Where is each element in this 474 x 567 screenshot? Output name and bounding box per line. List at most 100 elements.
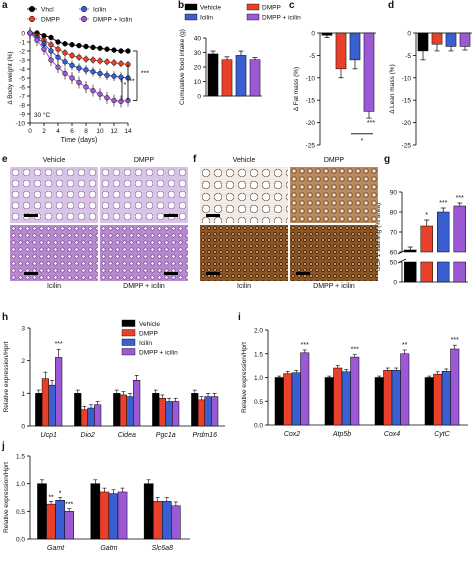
data-point <box>111 47 117 53</box>
bar-0 <box>417 32 429 52</box>
data-point <box>76 65 82 71</box>
bar <box>162 501 172 540</box>
bar-1 <box>221 59 233 97</box>
bar <box>204 396 212 427</box>
y-tick-label: 0 <box>21 424 25 431</box>
x-category-label: Cidea <box>118 432 136 439</box>
temperature-annotation: 30 °C <box>34 111 51 119</box>
y-axis-label: UCP1 staining (% area) <box>375 203 382 271</box>
bar <box>94 404 102 427</box>
label-combo-f: DMPP + icilin <box>313 283 355 290</box>
y-tick-label: -15 <box>402 98 412 105</box>
bar <box>441 371 451 426</box>
panel-letter-c: c <box>289 0 295 11</box>
bar <box>158 397 166 427</box>
bar <box>341 371 351 426</box>
y-tick-label: -7 <box>19 94 25 101</box>
bar <box>48 384 56 427</box>
data-point <box>111 60 117 66</box>
legend-label: DMPP <box>139 331 158 338</box>
y-tick-label: 30 <box>194 50 202 57</box>
y-tick-label: -20 <box>306 120 316 127</box>
panel-letter-d: d <box>388 0 395 11</box>
x-tick-label: 2 <box>42 128 46 135</box>
data-point <box>97 91 103 97</box>
y-axis-label: Δ Lean mass (%) <box>389 64 396 114</box>
bar <box>99 491 110 540</box>
scale-bar <box>24 272 38 275</box>
micrograph-f-dmpp <box>290 167 378 223</box>
legend-label: Vhcl <box>41 7 54 14</box>
bar-0 <box>207 53 219 97</box>
legend-label: Icilin <box>139 340 152 347</box>
data-point <box>48 48 54 54</box>
data-point <box>97 45 103 51</box>
label-dmpp-f: DMPP <box>323 157 345 164</box>
scale-bar <box>296 272 310 275</box>
legend-label: Vehicle <box>200 5 221 12</box>
legend-label: Icilin <box>200 15 213 22</box>
significance-marker: *** <box>141 70 149 77</box>
bar <box>383 370 393 426</box>
y-axis-label: Relative expression/Hprt <box>241 342 248 413</box>
bar-2 <box>235 55 247 97</box>
micrograph-f-vehicle <box>200 167 288 223</box>
legend-label: Vehicle <box>139 321 160 328</box>
bar <box>126 396 134 427</box>
significance-marker: * <box>425 212 428 219</box>
bar <box>74 393 82 427</box>
y-tick-label: 3 <box>21 326 25 333</box>
bar <box>197 399 205 427</box>
panel-letter-f: f <box>193 154 197 165</box>
y-axis-label: Δ Body weight (%) <box>7 51 14 104</box>
bar <box>171 505 181 540</box>
data-point <box>55 39 61 45</box>
bar <box>55 357 63 427</box>
bar <box>117 491 128 540</box>
x-category-label: Dio2 <box>81 432 96 439</box>
label-vehicle-e: Vehicle <box>42 157 66 164</box>
data-point <box>76 42 82 49</box>
bar <box>172 401 180 427</box>
data-point <box>111 97 117 104</box>
bar <box>274 377 284 426</box>
legend-label: DMPP + icilin <box>262 15 301 22</box>
legend-label: DMPP <box>262 5 281 12</box>
micrograph-e-combo <box>100 225 188 281</box>
significance-marker: *** <box>351 347 359 354</box>
legend-swatch <box>121 348 136 356</box>
bar <box>90 483 101 540</box>
data-point <box>90 69 96 75</box>
bar-3 <box>249 59 261 97</box>
significance-marker: * <box>59 491 62 498</box>
y-tick-label: 80 <box>390 210 398 217</box>
y-tick-label: -10 <box>402 75 412 82</box>
scale-bar <box>206 214 220 217</box>
bar-2 <box>445 32 457 47</box>
bar <box>119 394 127 427</box>
bar <box>374 377 384 426</box>
legend-swatch <box>246 3 260 11</box>
bar <box>143 483 154 540</box>
bar <box>391 370 401 426</box>
y-tick-label: 0.5 <box>254 399 263 406</box>
legend-label: Icilin <box>93 7 106 14</box>
data-point <box>118 48 124 54</box>
data-point <box>118 74 124 80</box>
bar <box>191 393 199 427</box>
x-tick-label: 10 <box>96 128 104 135</box>
y-tick-label: -6 <box>19 85 25 92</box>
data-point <box>76 79 82 86</box>
bar <box>165 401 173 427</box>
y-tick-label: 40 <box>194 36 202 43</box>
y-tick-label: 1 <box>21 391 25 398</box>
y-tick-label: -10 <box>16 121 26 128</box>
bar <box>46 503 56 540</box>
y-tick-label: -2 <box>19 49 25 56</box>
bar <box>324 377 334 426</box>
scale-bar <box>24 214 38 217</box>
bar <box>133 380 141 427</box>
bar-0 <box>321 32 333 36</box>
bar <box>108 493 119 540</box>
y-tick-label: 1.0 <box>16 481 25 488</box>
